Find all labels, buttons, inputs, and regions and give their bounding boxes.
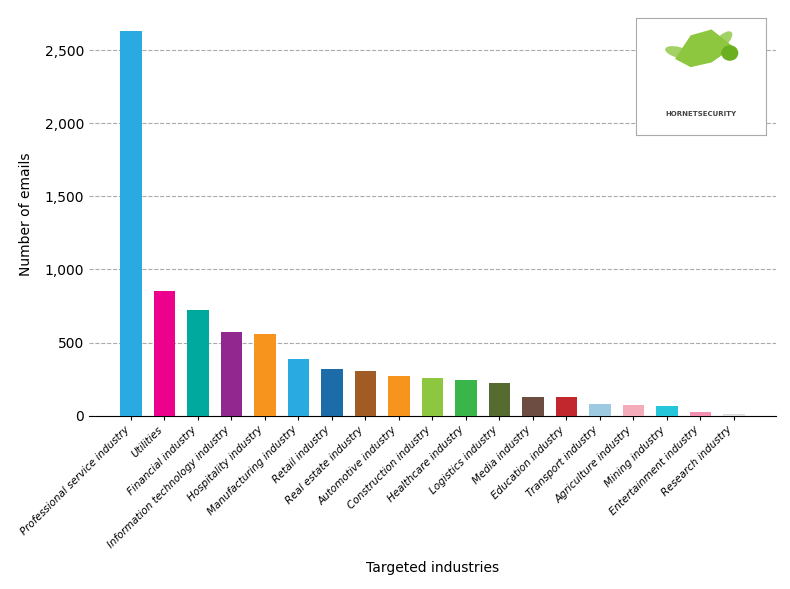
Bar [388, 376, 410, 416]
PathPatch shape [675, 29, 734, 67]
Y-axis label: Number of emails: Number of emails [19, 153, 33, 276]
Bar [455, 380, 477, 416]
Bar [623, 405, 645, 416]
Bar [555, 396, 577, 416]
Bar [522, 398, 544, 416]
Bar [723, 415, 745, 416]
Text: HORNETSECURITY: HORNETSECURITY [665, 111, 737, 117]
Bar [187, 310, 209, 416]
Bar [656, 406, 678, 416]
Bar [422, 378, 443, 416]
Bar [321, 369, 343, 416]
Bar [288, 359, 310, 416]
Circle shape [722, 46, 738, 60]
Bar [220, 332, 243, 416]
Bar [355, 371, 376, 416]
Bar [120, 31, 142, 416]
Bar [488, 383, 510, 416]
PathPatch shape [665, 46, 690, 59]
Bar [254, 335, 276, 416]
Bar [690, 412, 711, 416]
Bar [153, 292, 175, 416]
X-axis label: Targeted industries: Targeted industries [366, 561, 499, 575]
Bar [589, 404, 611, 416]
PathPatch shape [714, 31, 732, 47]
